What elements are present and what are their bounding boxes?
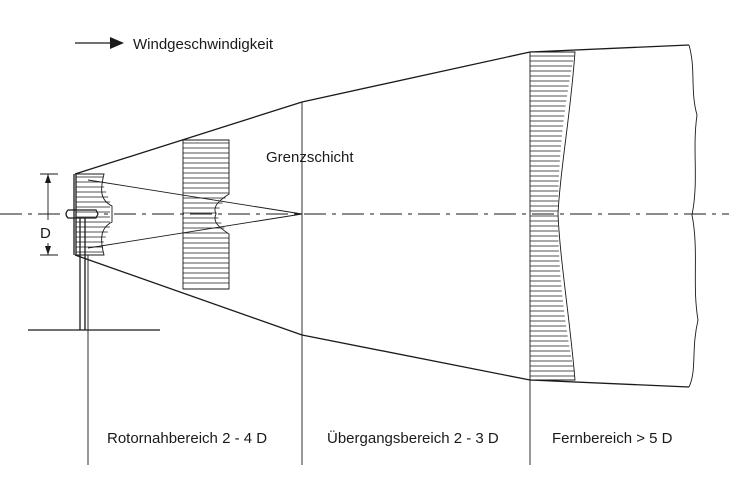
region-label-transition: Übergangsbereich 2 - 3 D xyxy=(327,429,499,447)
region-label-near-rotor: Rotornahbereich 2 - 4 D xyxy=(107,430,267,447)
velocity-profile-near-wake xyxy=(182,139,230,290)
velocity-profile-far-wake xyxy=(530,51,576,381)
boundary-layer-label: Grenzschicht xyxy=(266,149,354,166)
legend-arrow-label: Windgeschwindigkeit xyxy=(133,36,274,53)
region-dividers xyxy=(87,52,531,465)
diameter-label: D xyxy=(40,225,51,242)
region-label-far-field: Fernbereich > 5 D xyxy=(552,430,673,447)
diameter-dimension xyxy=(40,173,58,256)
legend-arrow xyxy=(75,37,124,49)
wake-envelope xyxy=(74,44,699,388)
velocity-profile-rotor xyxy=(76,173,113,256)
near-wake-cone xyxy=(87,179,303,249)
